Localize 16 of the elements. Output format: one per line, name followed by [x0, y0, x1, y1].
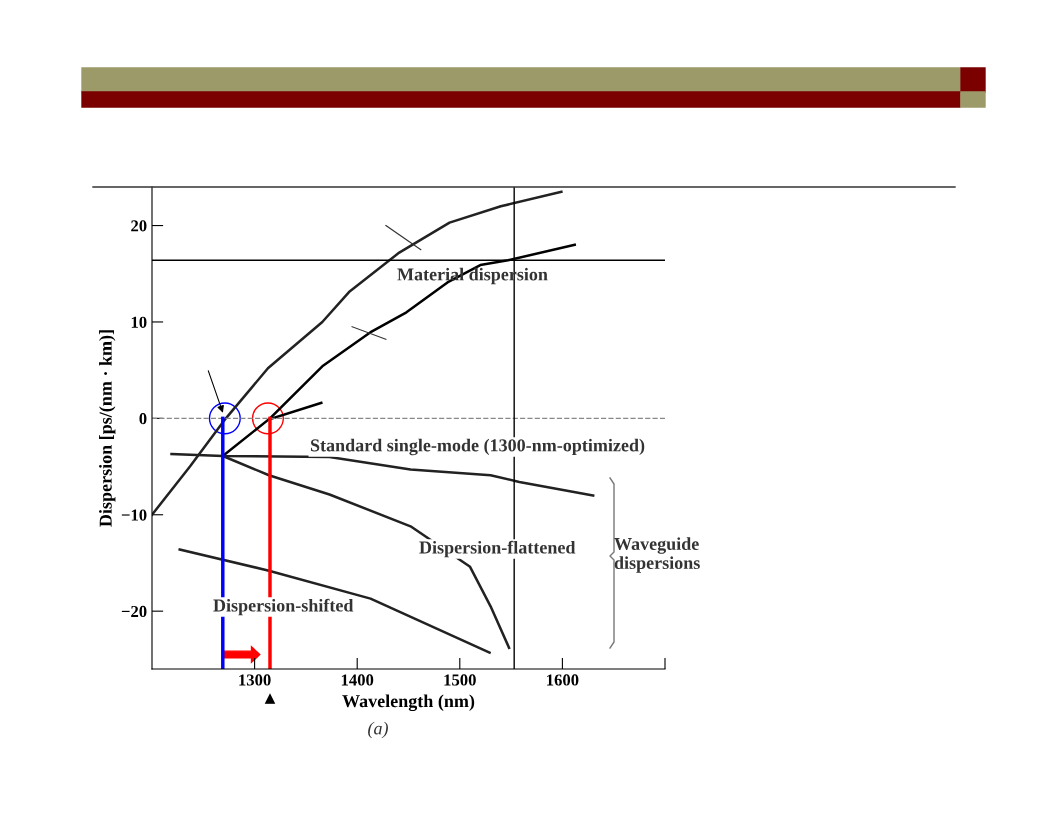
- annotation: Dispersion-shifted: [213, 598, 354, 616]
- x-tick-label: 1500: [444, 674, 476, 686]
- y-tick-label: −10: [121, 509, 147, 521]
- x-tick-label: 1400: [341, 674, 374, 686]
- y-axis-title: Dispersion [ps/(nm · km)]: [99, 330, 116, 527]
- text: (a): [368, 721, 388, 739]
- x-tick-label: 1600: [547, 674, 579, 686]
- annotation: Standard single-mode (1300-nm-optimized): [310, 438, 645, 456]
- y-tick-label: −20: [121, 605, 147, 618]
- y-tick-label: 10: [131, 316, 147, 328]
- annotation: Waveguide dispersions: [614, 537, 700, 573]
- x-axis-title: Wavelength (nm): [342, 694, 475, 712]
- y-tick-label: 0: [139, 413, 147, 425]
- annotation: Dispersion-flattened: [419, 540, 576, 558]
- y-tick-label: 20: [131, 220, 147, 232]
- x-tick-label: 1300: [239, 674, 271, 686]
